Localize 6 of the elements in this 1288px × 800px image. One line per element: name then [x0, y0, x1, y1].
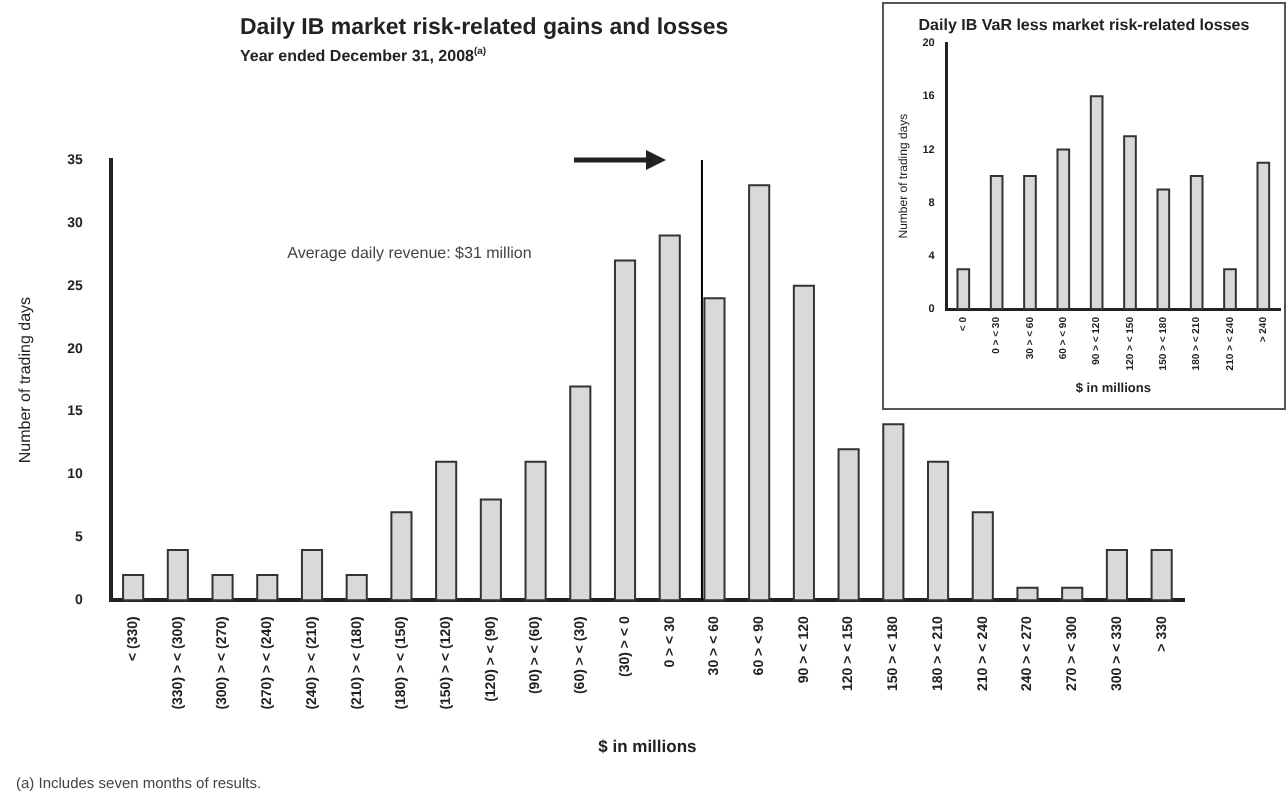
annotation: Average daily revenue: $31 million [287, 243, 532, 262]
y-axis-title: Number of trading days [16, 296, 35, 464]
chart-subtitle: Year ended December 31, 2008$^{(a)}$ [240, 46, 487, 66]
chart-title: Daily IB market risk-related gains and losses [240, 16, 729, 40]
chart-title: Daily IB VaR less market risk-related losses [918, 16, 1251, 35]
x-axis-title: $ in millions [598, 736, 698, 757]
